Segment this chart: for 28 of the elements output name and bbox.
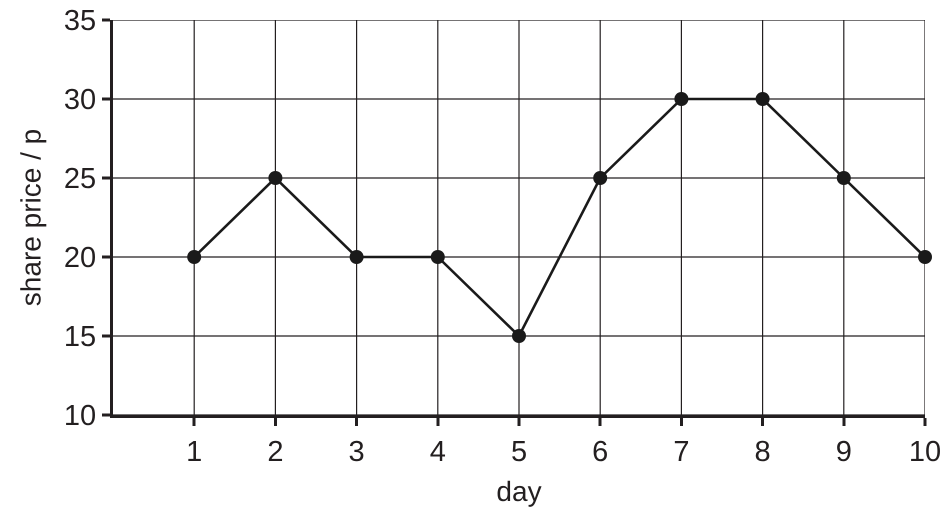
x-tick-label: 8	[754, 436, 771, 468]
point	[674, 92, 688, 106]
x-tick-label: 10	[908, 436, 942, 468]
x-tick-label: 5	[510, 436, 528, 468]
x-tick-label: 6	[592, 436, 608, 468]
point	[593, 171, 608, 185]
point	[268, 171, 282, 185]
y-tick-label: 30	[64, 84, 96, 116]
x-axis-title: day	[496, 476, 542, 507]
y-tick-label: 15	[64, 321, 96, 354]
point	[836, 171, 851, 185]
point	[187, 250, 202, 264]
x-tick-label: 1	[186, 436, 202, 468]
y-tick-label: 10	[64, 400, 96, 432]
y-tick-label: 20	[64, 242, 96, 274]
x-tick-label: 3	[348, 436, 365, 468]
y-tick-label: 25	[64, 163, 96, 196]
x-tick-label: 7	[673, 436, 690, 468]
point	[918, 250, 932, 264]
x-tick-label: 9	[836, 436, 852, 468]
y-tick-label: 35	[64, 5, 96, 38]
y-axis-title: share price / p	[16, 128, 47, 306]
point	[756, 92, 770, 106]
point	[512, 329, 526, 343]
point	[430, 250, 445, 264]
x-tick-label: 4	[430, 436, 446, 468]
point	[350, 250, 364, 264]
x-tick-label: 2	[267, 436, 284, 468]
